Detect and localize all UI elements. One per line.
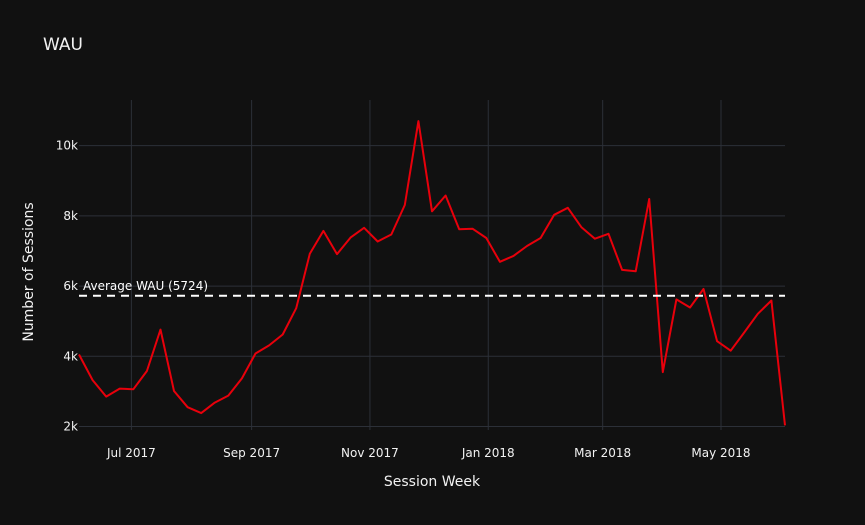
- y-axis-tick-labels: 2k 4k 6k 8k 10k: [56, 139, 78, 434]
- gridlines: [79, 100, 785, 430]
- x-axis-tick-labels: Jul 2017 Sep 2017 Nov 2017 Jan 2018 Mar 2018…: [106, 446, 751, 460]
- y-tick-label: 10k: [56, 139, 78, 153]
- y-tick-label: 8k: [63, 209, 78, 223]
- x-tick-label: Mar 2018: [574, 446, 631, 460]
- average-wau-label: Average WAU (5724): [83, 279, 208, 293]
- chart-title: WAU: [43, 35, 83, 55]
- x-tick-label: Nov 2017: [341, 446, 399, 460]
- y-axis-title: Number of Sessions: [21, 202, 37, 341]
- plot-series: [78, 120, 786, 426]
- x-tick-label: Sep 2017: [223, 446, 280, 460]
- x-tick-label: Jan 2018: [461, 446, 515, 460]
- x-axis-title: Session Week: [384, 474, 481, 490]
- x-tick-label: May 2018: [691, 446, 750, 460]
- sessions-line: [78, 120, 786, 426]
- y-tick-label: 6k: [63, 279, 78, 293]
- y-tick-label: 2k: [63, 419, 78, 433]
- y-tick-label: 4k: [63, 349, 78, 363]
- annotations: Average WAU (5724): [79, 279, 785, 297]
- x-tick-label: Jul 2017: [106, 446, 156, 460]
